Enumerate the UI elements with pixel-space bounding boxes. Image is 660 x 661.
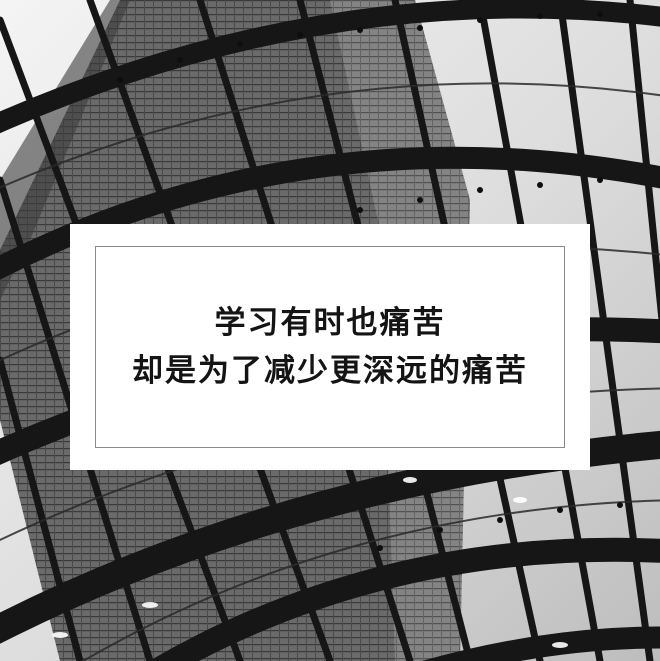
- quote-frame: 学习有时也痛苦 却是为了减少更深远的痛苦: [95, 246, 565, 448]
- quote-line-1: 学习有时也痛苦: [214, 304, 446, 341]
- quote-line-2: 却是为了减少更深远的痛苦: [132, 353, 528, 389]
- quote-card: 学习有时也痛苦 却是为了减少更深远的痛苦: [70, 224, 590, 470]
